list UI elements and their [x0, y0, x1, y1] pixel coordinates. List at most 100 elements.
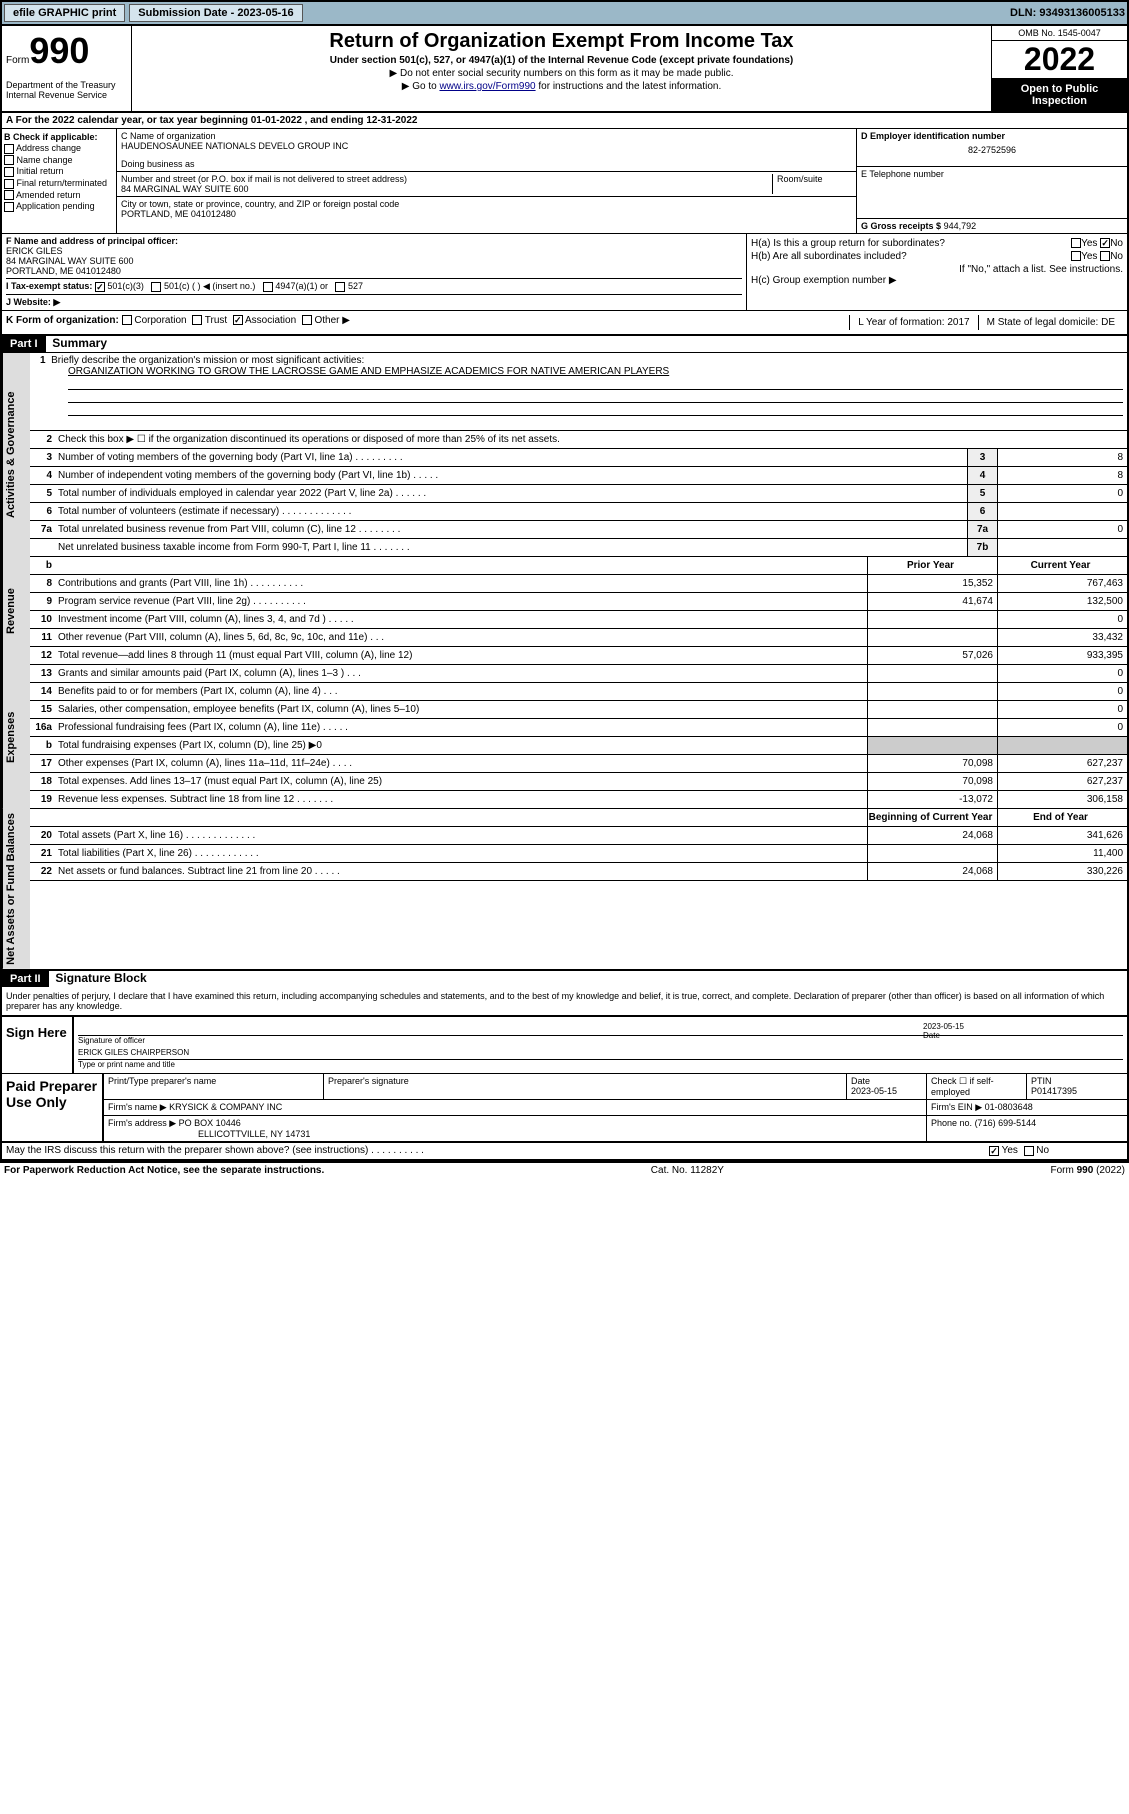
checkbox-icon[interactable] [4, 155, 14, 165]
self-emp-label: Check ☐ if self-employed [927, 1074, 1027, 1099]
form-main: Form990 Department of the Treasury Inter… [0, 26, 1129, 1163]
checkbox-icon[interactable] [989, 1146, 999, 1156]
row-a: A For the 2022 calendar year, or tax yea… [2, 113, 1127, 129]
room-label: Room/suite [772, 174, 852, 194]
ptin: P01417395 [1031, 1086, 1077, 1096]
checkbox-icon[interactable] [122, 315, 132, 325]
sign-here-label: Sign Here [2, 1017, 72, 1073]
hc-label: H(c) Group exemption number ▶ [751, 275, 1123, 286]
line-16b: Total fundraising expenses (Part IX, col… [58, 738, 867, 753]
col-h: H(a) Is this a group return for subordin… [747, 234, 1127, 310]
row-k: K Form of organization: Corporation Trus… [2, 311, 1127, 336]
efile-button[interactable]: efile GRAPHIC print [4, 4, 125, 22]
firm-ein-label: Firm's EIN ▶ [931, 1102, 982, 1112]
part-i-header: Part I [2, 336, 46, 352]
line-10: Investment income (Part VIII, column (A)… [58, 612, 867, 627]
checkbox-icon[interactable] [302, 315, 312, 325]
line-14: Benefits paid to or for members (Part IX… [58, 684, 867, 699]
checkbox-icon[interactable] [1100, 251, 1110, 261]
line-7b: Net unrelated business taxable income fr… [58, 540, 967, 555]
line-21: Total liabilities (Part X, line 26) . . … [58, 846, 867, 861]
ha-label: H(a) Is this a group return for subordin… [751, 238, 945, 249]
form-note2: ▶ Go to www.irs.gov/Form990 for instruct… [136, 81, 987, 92]
val-6 [997, 503, 1127, 520]
e-tel-label: E Telephone number [861, 169, 1123, 179]
val-8-prior: 15,352 [867, 575, 997, 592]
val-15-curr: 0 [997, 701, 1127, 718]
val-14-curr: 0 [997, 683, 1127, 700]
line-2: Check this box ▶ ☐ if the organization d… [58, 432, 1127, 447]
part-ii-header: Part II [2, 971, 49, 987]
instructions-link[interactable]: www.irs.gov/Form990 [439, 81, 535, 92]
checkbox-icon[interactable] [4, 179, 14, 189]
line-20: Total assets (Part X, line 16) . . . . .… [58, 828, 867, 843]
val-17-prior: 70,098 [867, 755, 997, 772]
sig-officer-label: Signature of officer [78, 1036, 923, 1045]
ein-value: 82-2752596 [861, 145, 1123, 155]
val-9-prior: 41,674 [867, 593, 997, 610]
mission-text: ORGANIZATION WORKING TO GROW THE LACROSS… [68, 366, 1123, 377]
prep-date-label: Date [851, 1076, 870, 1086]
checkbox-icon[interactable] [1024, 1146, 1034, 1156]
checkbox-icon[interactable] [1071, 251, 1081, 261]
val-19-curr: 306,158 [997, 791, 1127, 808]
b-item: Address change [4, 143, 114, 154]
val-20-end: 341,626 [997, 827, 1127, 844]
prep-date: 2023-05-15 [851, 1086, 897, 1096]
val-16a-curr: 0 [997, 719, 1127, 736]
col-curr-header: Current Year [997, 557, 1127, 574]
col-end-header: End of Year [997, 809, 1127, 826]
officer-name-title: ERICK GILES CHAIRPERSON [78, 1048, 189, 1060]
col-prior-header: Prior Year [867, 557, 997, 574]
val-16a-prior [867, 719, 997, 736]
officer-name: ERICK GILES [6, 246, 742, 256]
name-title-label: Type or print name and title [78, 1060, 1123, 1069]
line-9: Program service revenue (Part VIII, line… [58, 594, 867, 609]
checkbox-icon[interactable] [4, 167, 14, 177]
val-12-curr: 933,395 [997, 647, 1127, 664]
checkbox-icon[interactable] [192, 315, 202, 325]
j-website-label: J Website: ▶ [6, 297, 60, 307]
form-number-box: Form990 Department of the Treasury Inter… [2, 26, 132, 111]
val-16b-prior [867, 737, 997, 754]
line-17: Other expenses (Part IX, column (A), lin… [58, 756, 867, 771]
checkbox-icon[interactable] [233, 315, 243, 325]
checkbox-icon[interactable] [4, 144, 14, 154]
checkbox-icon[interactable] [263, 282, 273, 292]
val-12-prior: 57,026 [867, 647, 997, 664]
checkbox-icon[interactable] [1071, 238, 1081, 248]
submission-date-button[interactable]: Submission Date - 2023-05-16 [129, 4, 302, 22]
checkbox-icon[interactable] [4, 190, 14, 200]
checkbox-icon[interactable] [95, 282, 105, 292]
prep-name-label: Print/Type preparer's name [104, 1074, 324, 1099]
val-18-prior: 70,098 [867, 773, 997, 790]
val-5: 0 [997, 485, 1127, 502]
val-14-prior [867, 683, 997, 700]
dba-label: Doing business as [121, 159, 852, 169]
line-19: Revenue less expenses. Subtract line 18 … [58, 792, 867, 807]
checkbox-icon[interactable] [4, 202, 14, 212]
officer-addr2: PORTLAND, ME 041012480 [6, 266, 742, 276]
firm-name: KRYSICK & COMPANY INC [169, 1102, 282, 1112]
officer-addr1: 84 MARGINAL WAY SUITE 600 [6, 256, 742, 266]
val-11-prior [867, 629, 997, 646]
part-ii-title: Signature Block [55, 971, 146, 985]
line-13: Grants and similar amounts paid (Part IX… [58, 666, 867, 681]
hb-label: H(b) Are all subordinates included? [751, 251, 907, 262]
m-domicile: M State of legal domicile: DE [978, 315, 1123, 330]
val-8-curr: 767,463 [997, 575, 1127, 592]
discuss-label: May the IRS discuss this return with the… [2, 1143, 987, 1158]
line-6: Total number of volunteers (estimate if … [58, 504, 967, 519]
checkbox-icon[interactable] [1100, 238, 1110, 248]
col-de: D Employer identification number 82-2752… [857, 129, 1127, 233]
form-header: Form990 Department of the Treasury Inter… [2, 26, 1127, 113]
checkbox-icon[interactable] [151, 282, 161, 292]
prep-sig-label: Preparer's signature [324, 1074, 847, 1099]
omb-label: OMB No. 1545-0047 [992, 26, 1127, 41]
val-15-prior [867, 701, 997, 718]
val-20-beg: 24,068 [867, 827, 997, 844]
checkbox-icon[interactable] [335, 282, 345, 292]
org-address: 84 MARGINAL WAY SUITE 600 [121, 184, 772, 194]
form-subtitle: Under section 501(c), 527, or 4947(a)(1)… [136, 55, 987, 66]
dept-label: Department of the Treasury Internal Reve… [6, 80, 127, 100]
